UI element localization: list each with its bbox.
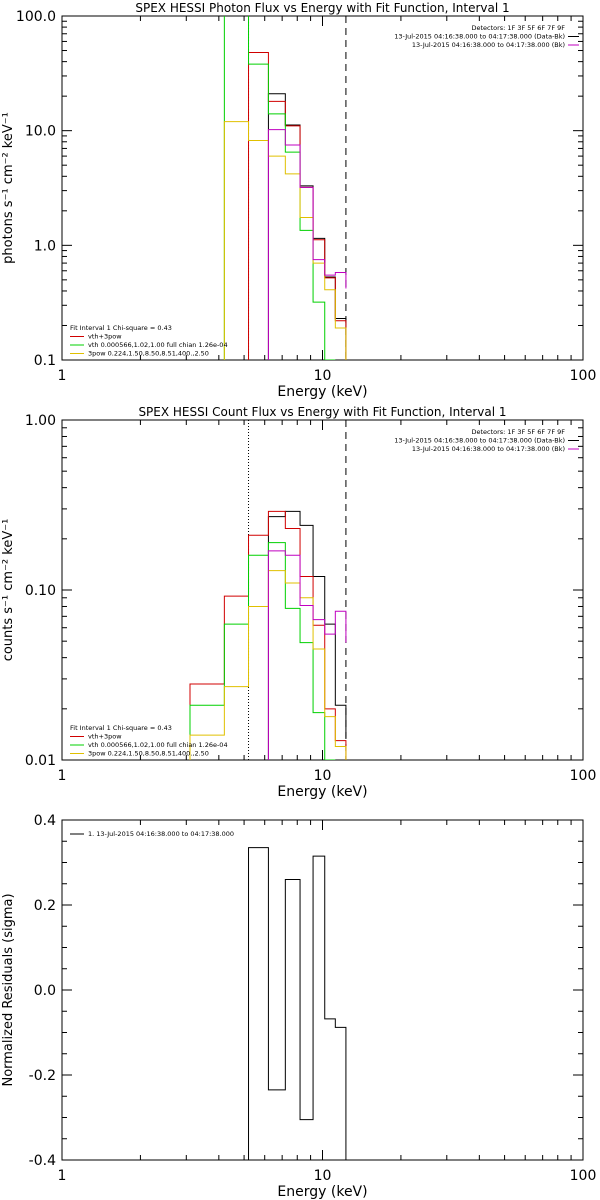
y-tick-label: 0.10	[25, 583, 56, 599]
x-tick-label: 1	[58, 368, 67, 384]
legend-bottom-left-entry: vth+3pow	[88, 333, 122, 341]
y-axis-label: Normalized Residuals (sigma)	[1, 893, 16, 1086]
series-line-0	[267, 510, 347, 760]
y-tick-label: 100.0	[16, 9, 56, 25]
legend-bottom-left-entry: 3pow 0.224,1.50,8.50,8.51,400.,2.50	[88, 350, 209, 358]
x-tick-label: 10	[314, 1168, 332, 1184]
y-tick-label: 1.0	[34, 238, 56, 254]
legend-bottom-left-entry: Fit Interval 1 Chi-square = 0.43	[70, 724, 172, 732]
x-axis-label: Energy (keV)	[277, 784, 367, 800]
legend-top-right-entry: 13-Jul-2015 04:16:38.000 to 04:17:38.000…	[412, 41, 565, 49]
series-group	[223, 16, 347, 360]
legend-bottom-left-entry: Fit Interval 1 Chi-square = 0.43	[70, 324, 172, 332]
series-line-3	[189, 570, 347, 760]
chart-title: SPEX HESSI Count Flux vs Energy with Fit…	[138, 405, 506, 419]
y-tick-label: 0.2	[34, 898, 56, 914]
y-tick-label: 0.01	[25, 753, 56, 769]
x-tick-label: 1	[58, 1168, 67, 1184]
legend-bottom-left-entry: vth 0.000566,1.02,1.00 full chian 1.26e-…	[88, 741, 228, 749]
legend-top-right-entry: 13-Jul-2015 04:16:38.000 to 04:17:38.000…	[412, 445, 565, 453]
series-line-3	[223, 121, 347, 360]
legend-top-right-entry: 13-Jul-2015 04:16:38.000 to 04:17:38.000…	[394, 437, 565, 445]
series-line-2	[189, 542, 336, 760]
y-tick-label: 0.4	[34, 813, 56, 829]
series-group	[248, 847, 347, 1160]
plot-frame	[61, 419, 584, 761]
y-tick-label: 0.0	[34, 983, 56, 999]
x-tick-label: 100	[570, 368, 597, 384]
x-tick-label: 100	[570, 768, 597, 784]
plot-frame	[61, 819, 584, 1161]
legend-bottom-left-entry: 3pow 0.224,1.50,8.50,8.51,400.,2.50	[88, 750, 209, 758]
y-tick-label: 0.1	[34, 353, 56, 369]
series-line-2	[223, 16, 336, 360]
legend-top-left-entry: 1. 13-Jul-2015 04:16:38.000 to 04:17:38.…	[88, 830, 234, 838]
count-flux-panel: 1 10 100 0.01 0.10 1.00 SPEX HESSI Count Flux …	[1, 405, 596, 800]
photon-flux-panel: 1 10 100 0.1 1.0 10.0 100.0 SPEX HESSI Photon F…	[1, 1, 596, 400]
legend-top-right-entry: Detectors: 1F 3F 5F 6F 7F 9F	[471, 428, 565, 436]
series-line-1	[248, 52, 347, 360]
y-axis-label: photons s⁻¹ cm⁻² keV⁻¹	[1, 112, 16, 264]
x-tick-label: 100	[570, 1168, 597, 1184]
plot-frame	[61, 15, 584, 361]
x-tick-label: 10	[314, 768, 332, 784]
x-tick-label: 10	[314, 368, 332, 384]
x-axis-label: Energy (keV)	[277, 384, 367, 400]
residuals-panel: 1 10 100 -0.4 -0.2 0.0 0.2 0.4 Energy (keV) Norma…	[1, 813, 596, 1200]
series-line-0	[248, 847, 347, 1160]
legend-top-right-entry: Detectors: 1F 3F 5F 6F 7F 9F	[471, 24, 565, 32]
legend-bottom-left-entry: vth+3pow	[88, 733, 122, 741]
series-line-4	[267, 550, 347, 760]
series-line-4	[267, 129, 347, 360]
series-line-1	[189, 510, 347, 760]
x-tick-label: 1	[58, 768, 67, 784]
legend-bottom-left-entry: vth 0.000566,1.02,1.00 full chian 1.26e-…	[88, 341, 228, 349]
series-group	[189, 510, 347, 760]
y-tick-label: -0.2	[29, 1068, 56, 1084]
series-line-0	[267, 93, 347, 360]
y-tick-label: -0.4	[29, 1153, 56, 1169]
y-tick-label: 10.0	[25, 124, 56, 140]
y-axis-label: counts s⁻¹ cm⁻² keV⁻¹	[1, 519, 16, 662]
y-tick-label: 1.00	[25, 413, 56, 429]
legend-top-right-entry: 13-Jul-2015 04:16:38.000 to 04:17:38.000…	[394, 33, 565, 41]
chart-title: SPEX HESSI Photon Flux vs Energy with Fi…	[135, 1, 509, 15]
x-axis-label: Energy (keV)	[277, 1184, 367, 1200]
